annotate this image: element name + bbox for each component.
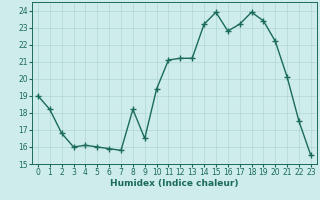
X-axis label: Humidex (Indice chaleur): Humidex (Indice chaleur)	[110, 179, 239, 188]
